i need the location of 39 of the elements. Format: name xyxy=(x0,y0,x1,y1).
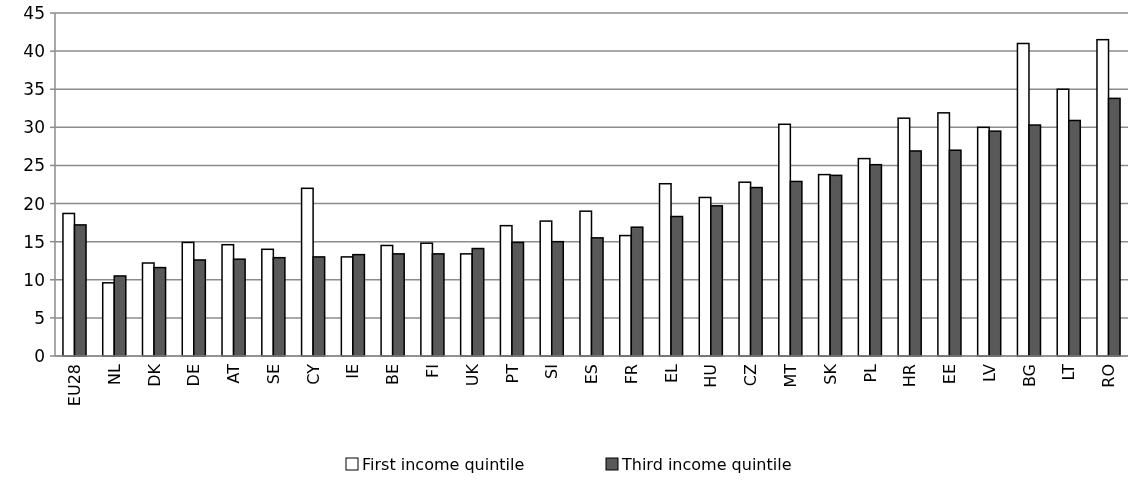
y-tick-label: 25 xyxy=(23,155,45,176)
x-tick-label: HU xyxy=(701,364,721,388)
x-tick-label: HR xyxy=(900,364,920,388)
x-tick-label: EL xyxy=(661,363,681,384)
x-tick-label: PT xyxy=(502,363,522,384)
x-tick-label: FI xyxy=(423,364,443,378)
y-tick-label: 10 xyxy=(23,269,45,290)
y-tick-label: 15 xyxy=(23,231,45,252)
x-tick-label: DK xyxy=(144,363,164,387)
y-tick-label: 20 xyxy=(23,193,45,214)
x-tick-label: BG xyxy=(1019,364,1039,388)
x-tick-label: EU28 xyxy=(65,364,85,407)
x-tick-label: MT xyxy=(780,363,800,388)
x-tick-label: RO xyxy=(1099,364,1119,388)
y-tick-label: 40 xyxy=(23,41,45,62)
x-tick-label: NL xyxy=(104,363,124,385)
x-tick-label: DE xyxy=(184,364,204,387)
x-tick-label: LT xyxy=(1059,363,1079,381)
y-tick-label: 35 xyxy=(23,79,45,100)
x-tick-label: EE xyxy=(940,364,960,385)
x-tick-label: ES xyxy=(582,364,602,385)
x-tick-label: CZ xyxy=(741,363,761,387)
x-tick-label: BE xyxy=(383,364,403,386)
x-tick-label: UK xyxy=(462,363,482,387)
x-tick-label: AT xyxy=(224,363,244,384)
x-tick-label: SI xyxy=(542,364,562,379)
y-tick-label: 5 xyxy=(34,307,45,328)
x-tick-label: FR xyxy=(621,364,641,385)
y-tick-label: 0 xyxy=(34,345,45,366)
x-tick-label: SE xyxy=(263,364,283,385)
y-tick-label: 45 xyxy=(23,2,45,23)
legend-label: First income quintile xyxy=(362,454,525,474)
y-tick-label: 30 xyxy=(23,117,45,138)
legend-label: Third income quintile xyxy=(621,454,792,474)
x-tick-label: SK xyxy=(820,363,840,385)
x-tick-label: PL xyxy=(860,363,880,383)
x-tick-label: LV xyxy=(979,363,999,383)
x-tick-label: CY xyxy=(303,363,323,385)
x-tick-label: IE xyxy=(343,364,363,379)
